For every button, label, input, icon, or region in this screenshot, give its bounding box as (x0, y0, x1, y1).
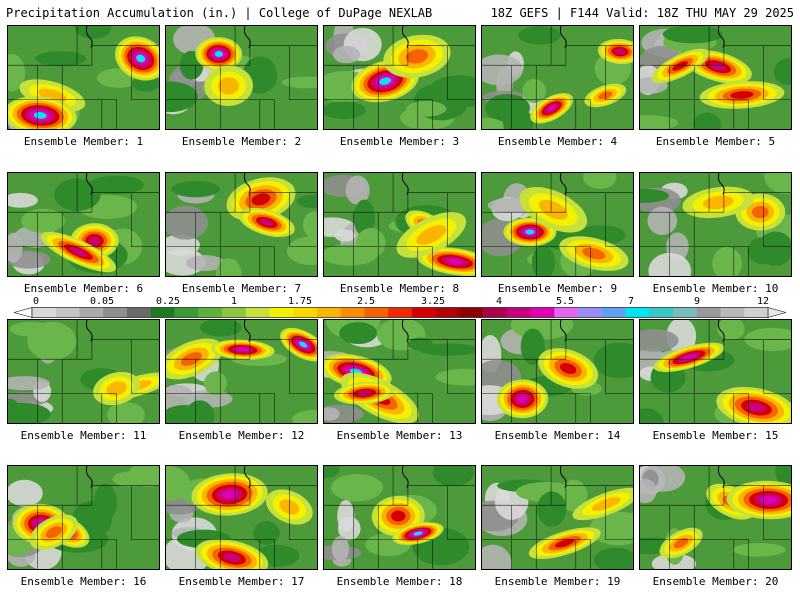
ensemble-member-label: Ensemble Member: 19 (494, 575, 621, 588)
ensemble-member-map (639, 172, 792, 277)
colorbar-swatch (673, 307, 698, 318)
ensemble-member-map (165, 25, 318, 130)
colorbar-swatch (601, 307, 626, 318)
colorbar-tick-label: 12 (756, 296, 770, 307)
colorbar-tick-label: 1 (230, 296, 238, 307)
colorbar-swatch (649, 307, 674, 318)
ensemble-member-label: Ensemble Member: 4 (497, 135, 618, 148)
ensemble-member-label: Ensemble Member: 12 (178, 429, 305, 442)
ensemble-member-map (481, 25, 634, 130)
colorbar-swatch (269, 307, 294, 318)
precip-colorbar (14, 307, 786, 318)
colorbar-tick-label: 0.25 (155, 296, 181, 307)
colorbar-swatch (364, 307, 389, 318)
colorbar-swatch (554, 307, 579, 318)
colorbar-swatch (198, 307, 223, 318)
ensemble-member-map (323, 319, 476, 424)
colorbar-tick-label: 3.25 (420, 296, 446, 307)
ensemble-member-map (323, 172, 476, 277)
ensemble-member-map (323, 465, 476, 570)
ensemble-member-label: Ensemble Member: 10 (652, 282, 779, 295)
colorbar-swatch (316, 307, 341, 318)
ensemble-member-label: Ensemble Member: 16 (20, 575, 147, 588)
ensemble-member-label: Ensemble Member: 15 (652, 429, 779, 442)
ensemble-member-label: Ensemble Member: 3 (339, 135, 460, 148)
colorbar-swatch (126, 307, 152, 318)
ensemble-member-map (165, 172, 318, 277)
ensemble-member-map (481, 319, 634, 424)
ensemble-member-label: Ensemble Member: 11 (20, 429, 147, 442)
ensemble-member-map (165, 319, 318, 424)
colorbar-swatch (483, 307, 508, 318)
ensemble-member-label: Ensemble Member: 14 (494, 429, 621, 442)
colorbar-swatch (103, 307, 128, 318)
colorbar-swatch (625, 307, 650, 318)
ensemble-member-label: Ensemble Member: 7 (181, 282, 302, 295)
colorbar-swatch (506, 307, 531, 318)
colorbar-swatch (32, 307, 57, 318)
colorbar-tick-label: 1.75 (287, 296, 313, 307)
colorbar-swatch (459, 307, 484, 318)
colorbar-swatch (221, 307, 246, 318)
colorbar-swatch (744, 307, 769, 318)
colorbar-swatch (388, 307, 413, 318)
ensemble-member-label: Ensemble Member: 13 (336, 429, 463, 442)
ensemble-member-map (7, 25, 160, 130)
ensemble-member-map (165, 465, 318, 570)
ensemble-member-label: Ensemble Member: 17 (178, 575, 305, 588)
colorbar-tick-label: 4 (495, 296, 503, 307)
colorbar-tick-label: 9 (693, 296, 701, 307)
colorbar-tick-label: 5.5 (555, 296, 575, 307)
ensemble-member-label: Ensemble Member: 5 (655, 135, 776, 148)
colorbar-tick-label: 7 (627, 296, 635, 307)
ensemble-member-map (481, 465, 634, 570)
ensemble-member-label: Ensemble Member: 8 (339, 282, 460, 295)
colorbar-tick-label: 2.5 (356, 296, 376, 307)
map-title: Precipitation Accumulation (in.) | Colle… (6, 6, 433, 20)
ensemble-member-label: Ensemble Member: 6 (23, 282, 144, 295)
ensemble-member-map (481, 172, 634, 277)
ensemble-member-map (7, 172, 160, 277)
colorbar-swatch (79, 307, 104, 318)
colorbar-swatch (340, 307, 365, 318)
model-run-info: 18Z GEFS | F144 Valid: 18Z THU MAY 29 20… (490, 6, 794, 20)
ensemble-member-map (639, 25, 792, 130)
colorbar-swatch (55, 307, 80, 318)
colorbar-swatch (530, 307, 555, 318)
colorbar-swatch (150, 307, 175, 318)
colorbar-swatch (245, 307, 270, 318)
ensemble-member-map (7, 465, 160, 570)
colorbar-swatch (174, 307, 199, 318)
ensemble-member-map (323, 25, 476, 130)
colorbar-swatch (696, 307, 721, 318)
ensemble-member-label: Ensemble Member: 1 (23, 135, 144, 148)
ensemble-member-map (7, 319, 160, 424)
colorbar-tick-label: 0.05 (89, 296, 115, 307)
ensemble-member-map (639, 465, 792, 570)
colorbar-swatch (293, 307, 318, 318)
ensemble-member-map (639, 319, 792, 424)
colorbar-swatch (720, 307, 745, 318)
ensemble-member-label: Ensemble Member: 2 (181, 135, 302, 148)
ensemble-member-label: Ensemble Member: 9 (497, 282, 618, 295)
ensemble-member-label: Ensemble Member: 20 (652, 575, 779, 588)
colorbar-tick-label: 0 (32, 296, 40, 307)
ensemble-member-label: Ensemble Member: 18 (336, 575, 463, 588)
colorbar-swatch (411, 307, 436, 318)
colorbar-swatch (435, 307, 460, 318)
colorbar-swatch (578, 307, 603, 318)
